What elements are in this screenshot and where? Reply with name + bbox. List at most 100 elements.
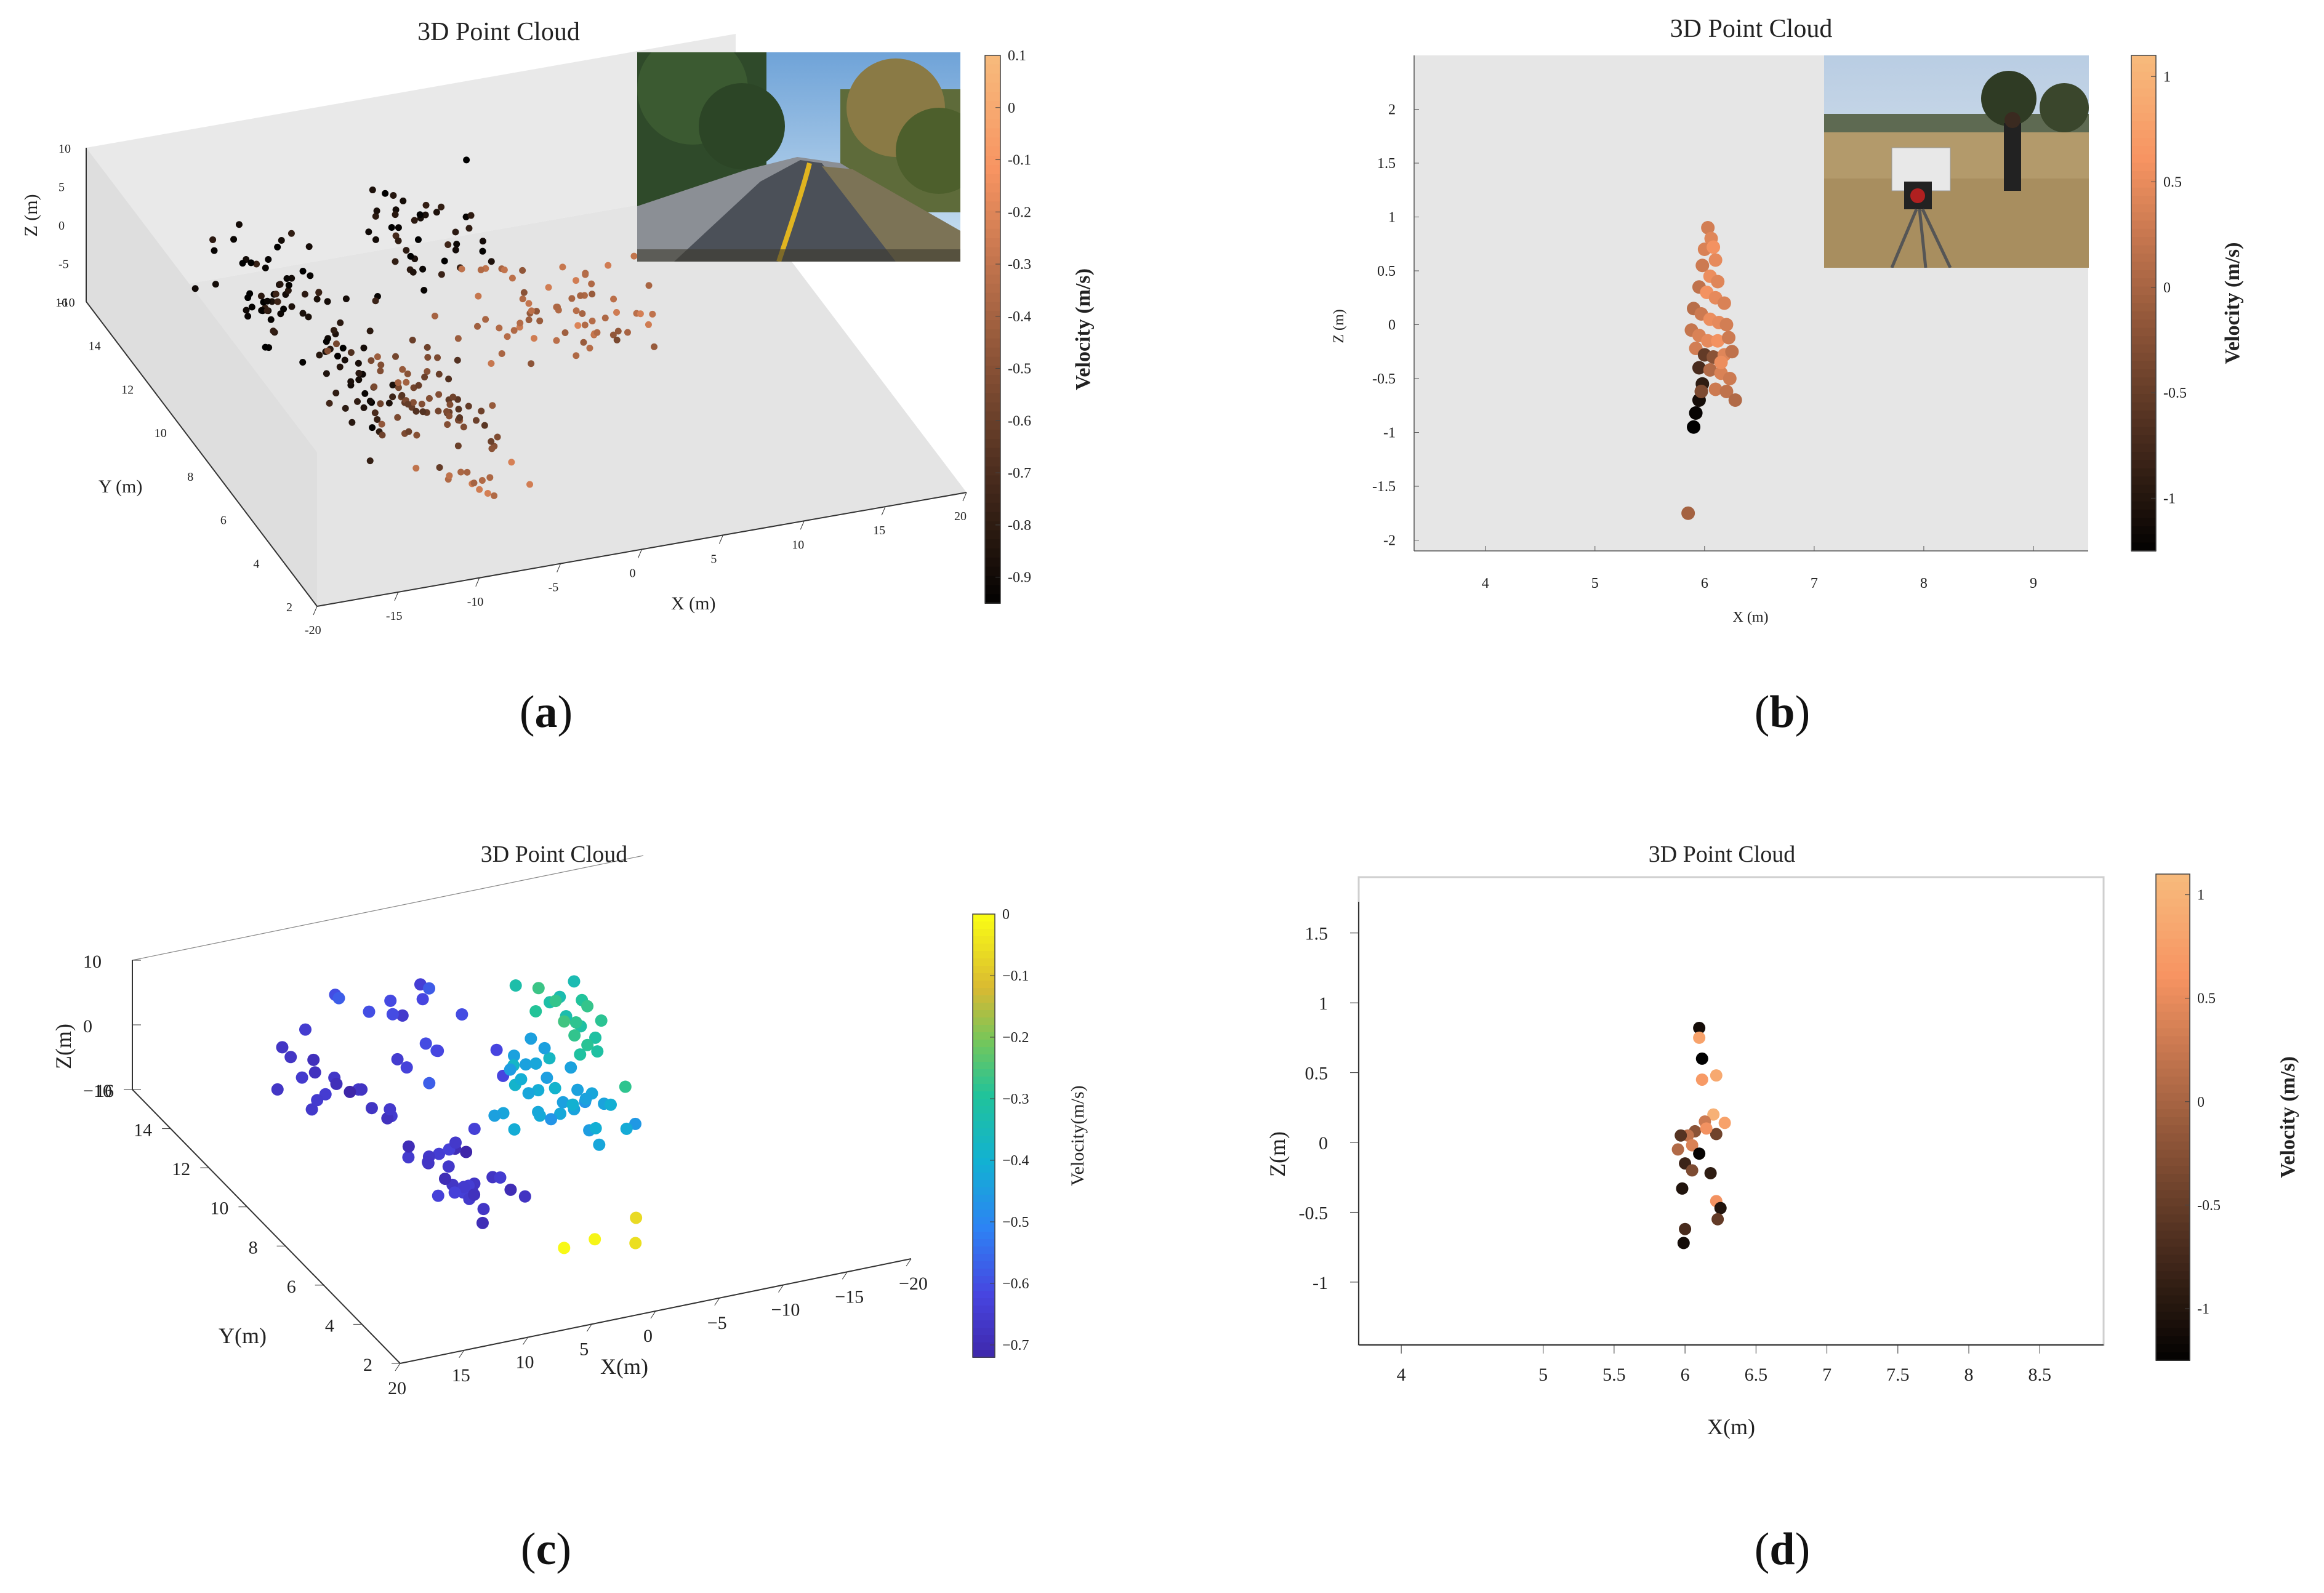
colorbar-segment — [973, 1187, 995, 1195]
colorbar-segment — [2156, 1141, 2190, 1150]
colorbar-tick-label: 0 — [1008, 100, 1015, 116]
data-point — [407, 252, 414, 260]
data-point — [1686, 1139, 1699, 1152]
x-axis-label: X(m) — [600, 1354, 648, 1379]
data-point — [501, 267, 508, 274]
data-point — [299, 358, 307, 366]
data-point — [313, 295, 321, 303]
data-point — [424, 354, 432, 361]
x-tick-label: 8.5 — [2028, 1365, 2052, 1385]
data-point — [525, 1032, 537, 1045]
data-point — [475, 292, 482, 300]
colorbar-segment — [985, 393, 1000, 403]
data-point — [307, 272, 314, 279]
data-point — [271, 1083, 284, 1096]
colorbar-segment — [2156, 1093, 2190, 1102]
colorbar-segment — [973, 1077, 995, 1085]
colorbar-segment — [2156, 1117, 2190, 1126]
data-point — [446, 412, 453, 420]
colorbar-segment — [2131, 311, 2156, 321]
colorbar-segment — [2131, 385, 2156, 395]
colorbar-tick-label: −0.6 — [1002, 1276, 1029, 1292]
colorbar-tick-label: 0 — [2197, 1094, 2205, 1110]
data-point — [371, 409, 379, 417]
colorbar-segment — [973, 1342, 995, 1350]
colorbar-segment — [2156, 882, 2190, 891]
colorbar-segment — [985, 292, 1000, 303]
data-point — [1728, 393, 1742, 407]
data-point — [586, 345, 593, 352]
data-point — [476, 1216, 489, 1229]
colorbar-tick-label: −0.3 — [1002, 1091, 1029, 1107]
data-point — [409, 268, 417, 276]
colorbar-segment — [2131, 196, 2156, 205]
colorbar-segment — [2156, 1003, 2190, 1013]
colorbar-label: Velocity (m/s) — [2221, 243, 2244, 364]
colorbar-segment — [985, 64, 1000, 74]
colorbar-segment — [973, 944, 995, 952]
data-point — [272, 291, 279, 298]
colorbar-segment — [985, 329, 1000, 339]
data-point — [324, 347, 331, 355]
colorbar-frame — [984, 55, 1001, 604]
data-point — [1708, 382, 1723, 396]
z-tick-label: 5 — [58, 181, 65, 195]
colorbar-segment — [973, 936, 995, 944]
z-axis-label: Z (m) — [21, 194, 41, 236]
colorbar-segment — [973, 1032, 995, 1040]
data-point — [557, 1096, 569, 1109]
y-tick-label: 2 — [363, 1355, 372, 1375]
data-point — [591, 1045, 604, 1058]
colorbar-segment — [2156, 1279, 2190, 1288]
data-point — [412, 407, 420, 415]
data-point — [419, 408, 427, 415]
colorbar-segment — [985, 484, 1000, 494]
data-point — [235, 221, 243, 228]
colorbar-tick-label: -0.3 — [1008, 257, 1031, 273]
y-tick-label: 1.5 — [1377, 156, 1396, 172]
data-point — [454, 335, 462, 342]
data-point — [326, 399, 333, 407]
x-tick — [475, 577, 480, 587]
data-point — [385, 399, 393, 407]
data-point — [267, 316, 275, 323]
data-point — [396, 1009, 409, 1022]
data-point — [470, 480, 478, 487]
data-point — [530, 335, 537, 342]
x-tick-label: 6 — [1701, 576, 1708, 592]
x-tick — [395, 1363, 401, 1371]
y-tick-label: 8 — [187, 470, 193, 484]
x-tick-label: 5 — [710, 552, 717, 566]
data-point — [1693, 1031, 1706, 1044]
colorbar-label: Velocity (m/s) — [1072, 268, 1095, 390]
data-point — [496, 324, 503, 332]
caption-b: (b) — [1754, 687, 1811, 737]
data-point — [377, 367, 384, 375]
data-point — [284, 287, 292, 294]
data-point — [369, 187, 376, 194]
data-point — [1686, 1164, 1699, 1177]
data-point — [589, 1122, 602, 1134]
data-point — [374, 415, 381, 423]
data-point — [452, 228, 459, 236]
data-point — [1722, 331, 1735, 345]
data-point — [371, 383, 378, 390]
colorbar-segment — [2131, 303, 2156, 312]
data-point — [504, 333, 511, 340]
colorbar-segment — [985, 73, 1000, 84]
colorbar-segment — [2131, 518, 2156, 527]
data-point — [265, 256, 272, 263]
colorbar-tick-label: -1 — [2163, 491, 2176, 507]
data-point — [434, 354, 441, 361]
colorbar-segment — [2131, 71, 2156, 81]
colorbar-segment — [2156, 963, 2190, 972]
y-tick-label: 10 — [155, 427, 167, 440]
data-point — [395, 379, 402, 387]
data-point — [422, 211, 429, 219]
road-photo-image — [637, 52, 960, 262]
data-point — [1675, 1129, 1687, 1142]
colorbar-segment — [2156, 1254, 2190, 1264]
data-point — [515, 1073, 528, 1086]
data-point — [365, 1102, 378, 1115]
x-tick-label: 7.5 — [1886, 1365, 1910, 1385]
